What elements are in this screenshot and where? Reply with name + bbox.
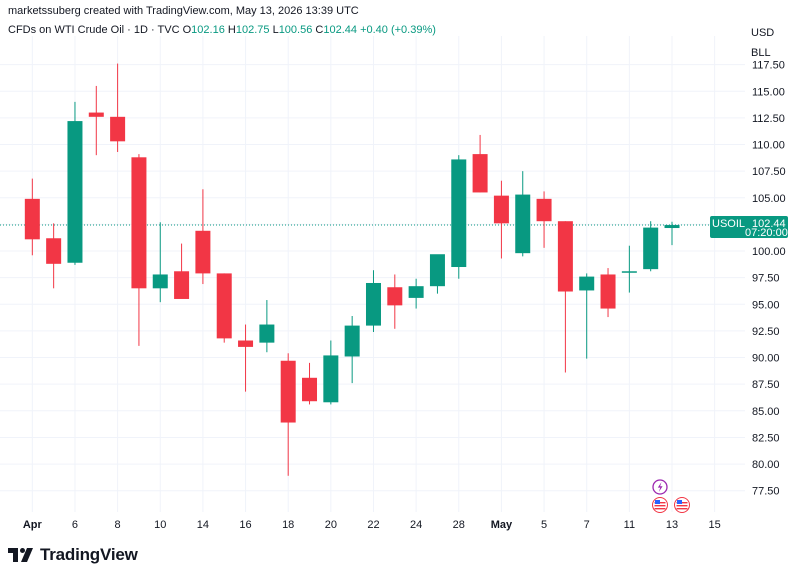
candle-body bbox=[24, 198, 40, 240]
candle-body bbox=[579, 276, 595, 291]
candle-body bbox=[557, 221, 573, 292]
price-tick-label: 95.00 bbox=[752, 299, 780, 311]
candles bbox=[24, 63, 680, 476]
candle-body bbox=[152, 274, 168, 289]
currency-unit[interactable]: USD bbox=[751, 27, 775, 39]
candle-body bbox=[365, 282, 381, 326]
candle-body bbox=[302, 377, 318, 402]
lightning-event-icon[interactable] bbox=[652, 479, 668, 495]
candle-body bbox=[67, 121, 83, 263]
date-tick-label: 18 bbox=[282, 519, 294, 531]
candle-body bbox=[429, 254, 445, 287]
price-axis[interactable]: 77.50 80.00 82.50 85.00 87.50 90.00 92.50 95.00… bbox=[752, 60, 786, 498]
grid-lines bbox=[0, 36, 745, 512]
candle-body bbox=[110, 116, 126, 142]
date-tick-label: 6 bbox=[72, 519, 78, 531]
date-tick-label: 11 bbox=[624, 519, 635, 531]
change-value: +0.40 (+0.39%) bbox=[360, 24, 436, 36]
currency-selector[interactable]: USD BLL bbox=[751, 23, 774, 63]
price-tick-label: 100.00 bbox=[752, 246, 786, 258]
high-value: 102.75 bbox=[235, 24, 270, 36]
candle-body bbox=[280, 360, 296, 423]
price-tick-label: 90.00 bbox=[752, 353, 780, 365]
candle-body bbox=[664, 225, 680, 229]
price-tick-label: 85.00 bbox=[752, 406, 780, 418]
candle-body bbox=[621, 271, 637, 273]
candle-body bbox=[408, 286, 424, 298]
date-tick-label: May bbox=[491, 519, 513, 531]
price-tag-symbol: USOIL bbox=[712, 218, 745, 230]
price-tag-price: 102.44 bbox=[752, 218, 786, 230]
us-flag-event-icon[interactable] bbox=[674, 497, 690, 513]
time-axis[interactable]: Apr 6 8 10 14 16 18 20 22 24 28 May 5 7 11 13 15 bbox=[23, 519, 721, 531]
price-tick-label: 115.00 bbox=[752, 86, 785, 98]
price-tick-label: 97.50 bbox=[752, 273, 780, 285]
candle-body bbox=[88, 112, 104, 117]
candle-body bbox=[216, 273, 232, 339]
date-tick-label: 22 bbox=[367, 519, 379, 531]
low-value: 100.56 bbox=[278, 24, 313, 36]
date-tick-label: 15 bbox=[709, 519, 721, 531]
candle-body bbox=[131, 157, 147, 289]
currency-sub-unit[interactable]: BLL bbox=[751, 47, 771, 59]
date-tick-label: 7 bbox=[584, 519, 590, 531]
symbol-title[interactable]: CFDs on WTI Crude Oil · 1D · TVC bbox=[8, 24, 180, 36]
price-tag-countdown: 07:20:00 bbox=[745, 227, 788, 239]
price-tick-label: 87.50 bbox=[752, 379, 780, 391]
candle-body bbox=[472, 154, 488, 193]
date-tick-label: 5 bbox=[541, 519, 547, 531]
price-tick-label: 82.50 bbox=[752, 432, 780, 444]
candle-body bbox=[493, 195, 509, 224]
date-tick-label: 28 bbox=[453, 519, 465, 531]
price-tick-label: 77.50 bbox=[752, 486, 780, 498]
candle-body bbox=[46, 238, 62, 264]
tradingview-logo-text: TradingView bbox=[40, 545, 138, 564]
date-tick-label: Apr bbox=[23, 519, 43, 531]
date-tick-label: 8 bbox=[115, 519, 121, 531]
candle-body bbox=[259, 324, 275, 343]
date-tick-label: 13 bbox=[666, 519, 678, 531]
candle-body bbox=[323, 355, 339, 403]
price-tick-label: 107.50 bbox=[752, 166, 786, 178]
candle-body bbox=[238, 340, 254, 347]
candle-body bbox=[387, 287, 403, 306]
event-markers bbox=[652, 479, 690, 513]
candle-body bbox=[600, 274, 616, 309]
tradingview-logo[interactable]: TradingView bbox=[8, 545, 138, 565]
candle-body bbox=[451, 159, 467, 268]
candle-body bbox=[344, 325, 360, 357]
high-label: H bbox=[227, 24, 236, 36]
close-label: C bbox=[315, 24, 324, 36]
candle-body bbox=[515, 194, 531, 254]
date-tick-label: 16 bbox=[239, 519, 251, 531]
price-tick-label: 105.00 bbox=[752, 193, 786, 205]
price-tag-box bbox=[710, 216, 788, 239]
last-price-tag: USOIL 102.44 07:20:00 bbox=[710, 216, 788, 239]
close-value: 102.44 bbox=[323, 24, 358, 36]
candle-body bbox=[643, 227, 659, 270]
open-label: O bbox=[182, 24, 192, 36]
open-value: 102.16 bbox=[191, 24, 225, 36]
candle-body bbox=[195, 230, 211, 274]
low-label: L bbox=[272, 24, 279, 36]
price-tick-label: 80.00 bbox=[752, 459, 780, 471]
date-tick-label: 24 bbox=[410, 519, 422, 531]
candle-body bbox=[174, 271, 190, 299]
price-tick-label: 110.00 bbox=[752, 140, 785, 152]
date-tick-label: 10 bbox=[154, 519, 166, 531]
symbol-ohlc-bar: CFDs on WTI Crude Oil · 1D · TVC O102.16… bbox=[8, 24, 436, 36]
date-tick-label: 14 bbox=[197, 519, 209, 531]
candle-body bbox=[536, 198, 552, 222]
watermark-text: marketssuberg created with TradingView.c… bbox=[8, 5, 359, 17]
tradingview-logo-icon bbox=[8, 548, 33, 562]
price-tick-label: 117.50 bbox=[752, 60, 785, 72]
date-tick-label: 20 bbox=[325, 519, 337, 531]
price-tick-label: 112.50 bbox=[752, 113, 785, 125]
us-flag-event-icon[interactable] bbox=[652, 497, 668, 513]
price-tick-label: 92.50 bbox=[752, 326, 780, 338]
